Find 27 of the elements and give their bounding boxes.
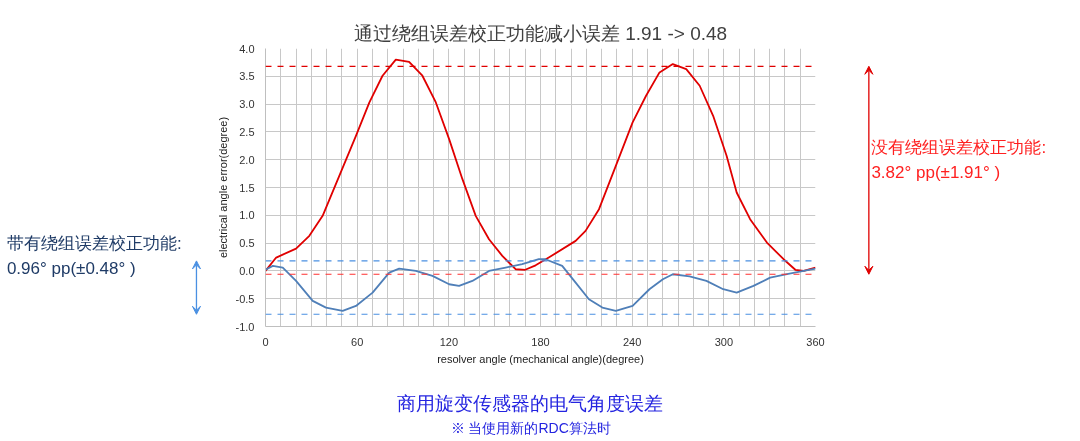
y-tick-label: 4.0	[239, 42, 255, 55]
y-tick-label: 3.0	[239, 98, 255, 111]
x-tick-label: 360	[806, 335, 825, 348]
y-tick-label: 2.5	[239, 125, 255, 138]
y-tick-label: -0.5	[235, 292, 255, 305]
chart-title: 通过绕组误差校正功能减小误差 1.91 -> 0.48	[353, 22, 728, 44]
y-axis-title: electrical angle error(degree)	[216, 116, 229, 259]
line-series	[265, 58, 816, 272]
y-tick-label: 0.0	[239, 264, 255, 277]
y-tick-label: 0.5	[239, 237, 255, 250]
text: ※ 当使用新的RDC算法时	[450, 420, 611, 437]
x-tick-label: 300	[714, 335, 734, 348]
text: 带有绕组误差校正功能: 0.96° pp(±0.48° )	[6, 233, 182, 278]
y-tick-label: 3.5	[239, 70, 255, 83]
x-tick-label: 0	[262, 335, 269, 348]
x-tick-label: 60	[351, 335, 364, 348]
y-tick-label: 1.5	[239, 181, 255, 194]
x-axis-title: resolver angle (mechanical angle)(degree)	[437, 352, 644, 365]
y-tick-label: -1.0	[235, 320, 255, 333]
line-series	[265, 258, 816, 312]
y-tick-label: 2.0	[239, 153, 255, 166]
x-tick-label: 120	[439, 335, 459, 348]
x-tick-label: 240	[622, 335, 642, 348]
text: 没有绕组误差校正功能: 3.82° pp(±1.91° )	[871, 138, 1047, 182]
y-tick-label: 1.0	[239, 209, 255, 222]
x-tick-label: 180	[531, 335, 550, 348]
text: 商用旋变传感器的电气角度误差	[396, 393, 663, 415]
